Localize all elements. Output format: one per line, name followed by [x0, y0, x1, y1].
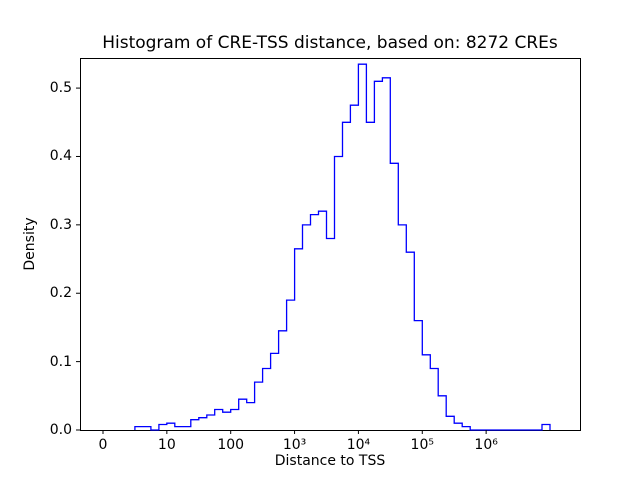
x-tick-label: 10⁶ [474, 437, 498, 453]
x-tick-label: 100 [217, 437, 245, 453]
y-tick-label: 0.4 [49, 148, 72, 165]
x-tick-label: 10 [157, 437, 176, 453]
x-axis-label: Distance to TSS [274, 453, 386, 469]
y-tick-label: 0.5 [49, 80, 72, 97]
y-tick-label: 0.3 [49, 216, 72, 233]
y-tick-label: 0.2 [49, 285, 72, 302]
axes-frame [80, 58, 581, 431]
x-tick-label: 0 [98, 437, 108, 453]
x-tick-label: 10⁴ [346, 437, 371, 453]
x-tick-label: 10⁵ [410, 437, 434, 453]
histogram-step-line [134, 63, 551, 431]
y-tick-label: 0.1 [49, 353, 72, 370]
chart-title: Histogram of CRE-TSS distance, based on:… [102, 33, 558, 53]
x-tick-label: 10³ [282, 437, 307, 453]
y-tick-label: 0.0 [49, 422, 72, 438]
